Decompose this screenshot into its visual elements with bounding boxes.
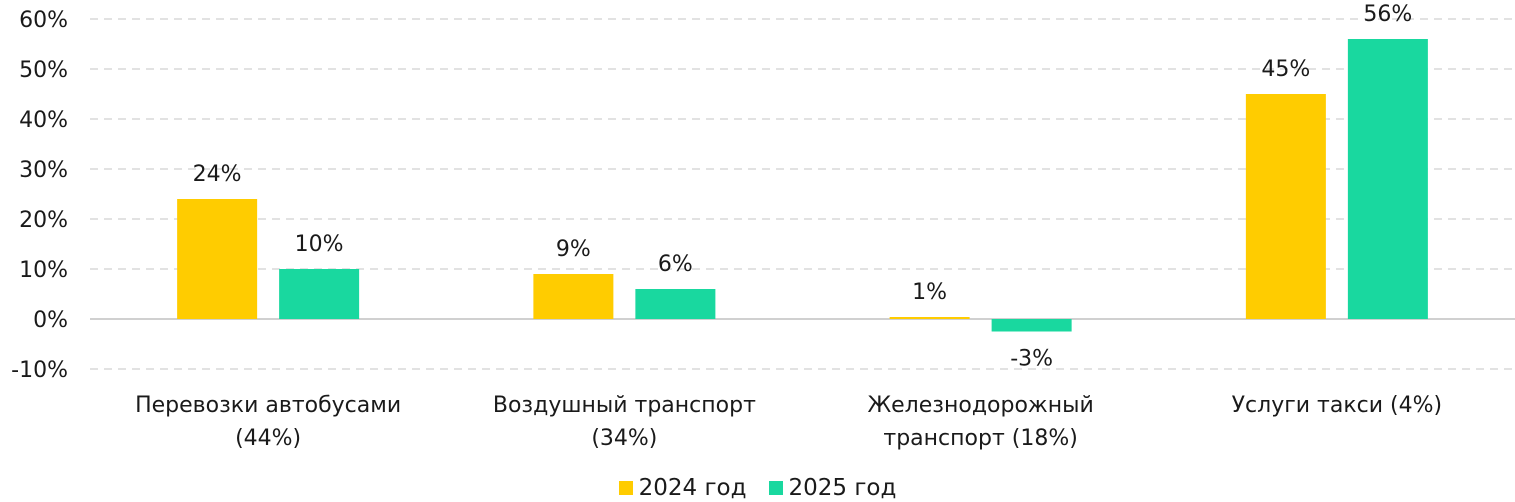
value-label: -3%	[1010, 347, 1053, 372]
value-label: 10%	[295, 232, 344, 257]
category-label: Перевозки автобусами	[135, 393, 401, 418]
bar-2024	[889, 317, 970, 319]
y-tick-label: 40%	[19, 108, 68, 133]
y-tick-label: -10%	[11, 358, 68, 383]
value-label: 6%	[658, 252, 693, 277]
x-axis: Перевозки автобусами (44%) Воздушный транс…	[135, 393, 1442, 451]
legend-item-2024: 2024 год	[618, 475, 747, 501]
category-label: (34%)	[591, 426, 657, 451]
legend-swatch-2025	[768, 481, 783, 495]
bar-2025	[635, 289, 716, 319]
value-label: 56%	[1363, 2, 1412, 27]
bar-2025	[1347, 39, 1428, 319]
bar-chart: -10% 0% 10% 20% 30% 40% 50% 60% 24% 10% 9% 6% 1% -3%…	[11, 2, 1515, 451]
category-label: (44%)	[235, 426, 301, 451]
y-tick-label: 0%	[33, 308, 68, 333]
legend-label-2025: 2025 год	[788, 475, 897, 501]
y-tick-label: 60%	[19, 8, 68, 33]
legend-swatch-2024	[618, 481, 633, 495]
y-tick-label: 50%	[19, 58, 68, 83]
category-label: Услуги такси (4%)	[1232, 393, 1442, 418]
y-tick-label: 30%	[19, 158, 68, 183]
bar-2025	[279, 269, 360, 319]
y-tick-label: 20%	[19, 208, 68, 233]
y-tick-label: 10%	[19, 258, 68, 283]
value-label: 45%	[1261, 57, 1310, 82]
value-label: 9%	[556, 237, 591, 262]
legend-item-2025: 2025 год	[768, 475, 897, 501]
bar-2024	[177, 199, 258, 319]
legend: 2024 год 2025 год	[0, 474, 1515, 502]
category-label: Воздушный транспорт	[493, 393, 756, 418]
bar-2025	[991, 319, 1072, 332]
bars	[177, 39, 1428, 332]
value-label: 1%	[912, 280, 947, 305]
value-label: 24%	[193, 162, 242, 187]
value-labels: 24% 10% 9% 6% 1% -3% 45% 56%	[193, 2, 1413, 372]
y-axis: -10% 0% 10% 20% 30% 40% 50% 60%	[11, 8, 68, 383]
legend-label-2024: 2024 год	[638, 475, 747, 501]
category-label: Железнодорожный	[867, 393, 1093, 418]
category-label: транспорт (18%)	[883, 426, 1077, 451]
bar-2024	[533, 274, 614, 319]
bar-2024	[1245, 94, 1326, 319]
